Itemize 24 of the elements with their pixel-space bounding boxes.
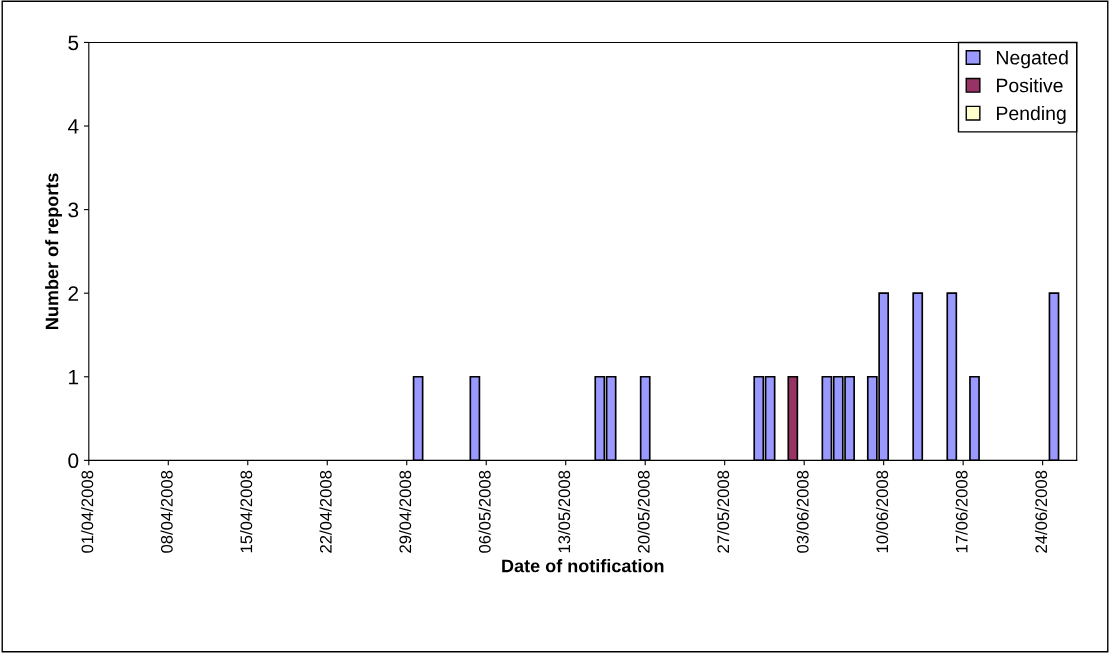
x-tick-label: 10/06/2008: [875, 470, 889, 553]
y-axis-title: Number of reports: [45, 173, 62, 329]
legend-label: Pending: [997, 105, 1066, 125]
x-tick-label: 01/04/2008: [81, 470, 94, 553]
y-tick-label: 2: [68, 286, 79, 301]
x-tick-label: 15/04/2008: [240, 470, 253, 553]
y-tick-label: 4: [67, 119, 79, 134]
x-tick-label: 27/05/2008: [716, 470, 730, 553]
x-tick-label: 22/04/2008: [319, 470, 332, 553]
y-tick-label: 3: [68, 202, 79, 218]
y-tick-label: 0: [68, 453, 79, 469]
x-tick-label: 03/06/2008: [796, 470, 809, 553]
x-tick-label: 20/05/2008: [637, 470, 650, 553]
x-tick-label: 13/05/2008: [557, 470, 571, 553]
x-tick-label: 17/06/2008: [955, 470, 968, 553]
x-tick-label: 29/04/2008: [398, 470, 412, 553]
x-axis-title: Date of notification: [502, 559, 664, 573]
x-tick-label: 06/05/2008: [478, 470, 491, 553]
y-tick-label: 1: [69, 370, 79, 385]
legend-label: Positive: [997, 78, 1063, 93]
legend-label: Negated: [997, 50, 1068, 69]
x-tick-label: 08/04/2008: [160, 470, 173, 553]
y-tick-label: 5: [68, 35, 79, 51]
x-tick-label: 24/06/2008: [1034, 470, 1048, 553]
